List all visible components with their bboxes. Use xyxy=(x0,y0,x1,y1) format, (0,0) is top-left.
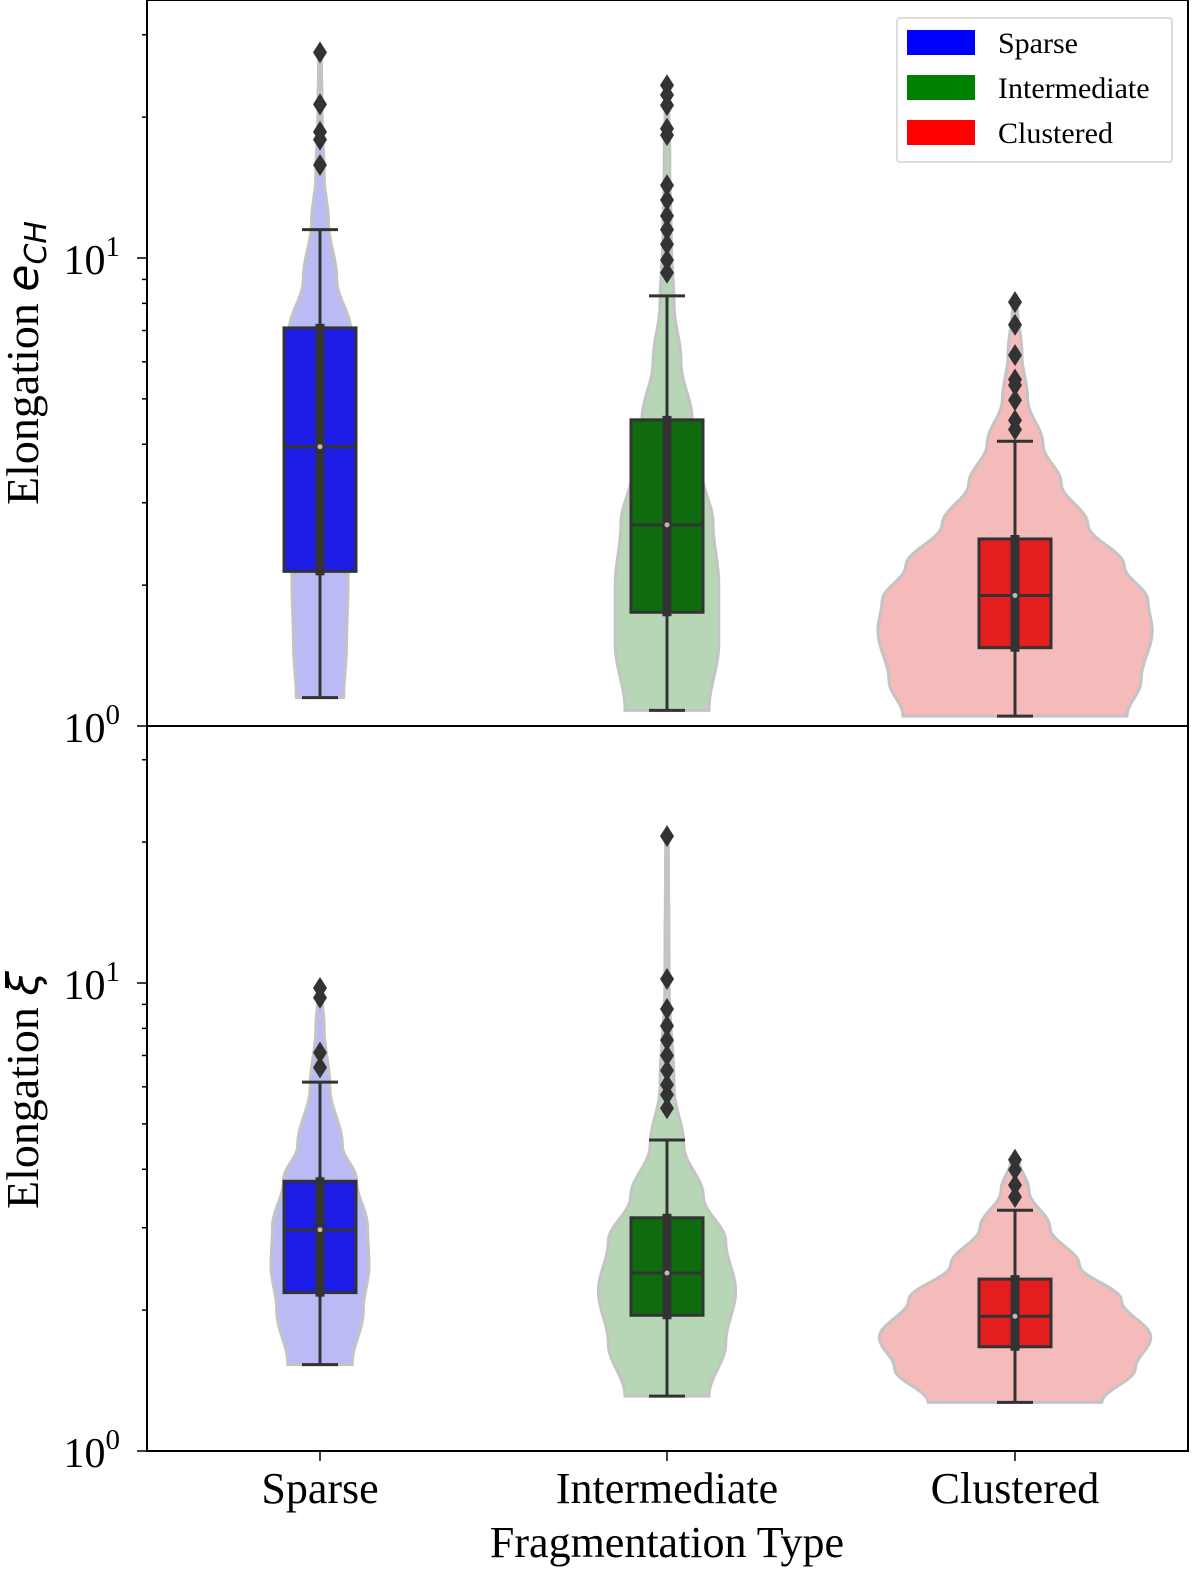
median-dot xyxy=(1012,593,1018,599)
outlier-marker xyxy=(1008,291,1022,314)
legend-swatch-intermediate xyxy=(907,75,975,100)
outlier-marker xyxy=(660,1097,674,1120)
violin-group-sparse xyxy=(269,976,371,1367)
violin-group-clustered xyxy=(876,291,1154,718)
y-tick-label: 100 xyxy=(64,1424,121,1477)
legend: Sparse Intermediate Clustered xyxy=(896,17,1173,163)
outlier-marker xyxy=(660,124,674,147)
outlier-marker xyxy=(313,93,327,116)
bottom-ylabel: Elongation ξ xyxy=(0,971,49,1209)
y-tick-label: 101 xyxy=(64,956,121,1009)
outlier-marker xyxy=(660,204,674,227)
outlier-marker xyxy=(660,261,674,284)
outlier-marker xyxy=(1008,1174,1022,1197)
x-axis-label: Fragmentation Type xyxy=(490,1518,844,1567)
outlier-marker xyxy=(660,94,674,117)
median-dot xyxy=(317,1227,323,1233)
outlier-marker xyxy=(1008,418,1022,441)
outlier-marker xyxy=(1008,374,1022,397)
y-tick-label: 100 xyxy=(64,699,121,752)
outlier-marker xyxy=(1008,1185,1022,1208)
outlier-marker xyxy=(1008,1158,1022,1181)
x-tick-label-intermediate: Intermediate xyxy=(556,1464,778,1513)
outlier-marker xyxy=(313,1041,327,1064)
outlier-marker xyxy=(313,41,327,64)
outlier-marker xyxy=(660,174,674,197)
outlier-marker xyxy=(313,154,327,177)
outlier-marker xyxy=(660,218,674,241)
median-dot xyxy=(1012,1313,1018,1319)
bottom-panel: 100 101 xyxy=(64,725,1189,1477)
top-panel: 100 101 xyxy=(64,0,1189,752)
violin-group-intermediate xyxy=(596,825,738,1398)
outlier-marker xyxy=(660,1014,674,1037)
violin-group-sparse xyxy=(282,41,358,700)
median-dot xyxy=(664,1270,670,1276)
outlier-marker xyxy=(1008,344,1022,367)
legend-label-sparse: Sparse xyxy=(998,27,1078,60)
outlier-marker xyxy=(313,1056,327,1079)
violin-group-intermediate xyxy=(613,74,721,712)
median-dot xyxy=(664,522,670,528)
outlier-marker xyxy=(660,233,674,256)
outlier-marker xyxy=(313,128,327,151)
top-ylabel: Elongation eCH xyxy=(0,221,54,505)
outlier-marker xyxy=(1008,389,1022,412)
legend-swatch-sparse xyxy=(907,30,975,55)
outlier-marker xyxy=(660,997,674,1020)
outlier-marker xyxy=(660,189,674,212)
outlier-marker xyxy=(313,986,327,1009)
x-tick-label-sparse: Sparse xyxy=(261,1464,378,1513)
legend-label-intermediate: Intermediate xyxy=(998,72,1150,105)
outlier-marker xyxy=(660,1029,674,1052)
outlier-marker xyxy=(660,967,674,990)
outlier-marker xyxy=(660,1044,674,1067)
outlier-marker xyxy=(660,825,674,848)
outlier-marker xyxy=(660,1059,674,1082)
outlier-marker xyxy=(660,1083,674,1106)
violin-group-clustered xyxy=(877,1148,1153,1404)
x-tick-label-clustered: Clustered xyxy=(931,1464,1100,1513)
median-dot xyxy=(317,444,323,450)
outlier-marker xyxy=(1008,313,1022,336)
legend-label-clustered: Clustered xyxy=(998,117,1113,150)
outlier-marker xyxy=(660,249,674,272)
y-tick-label: 101 xyxy=(64,231,121,284)
legend-swatch-clustered xyxy=(907,120,975,145)
